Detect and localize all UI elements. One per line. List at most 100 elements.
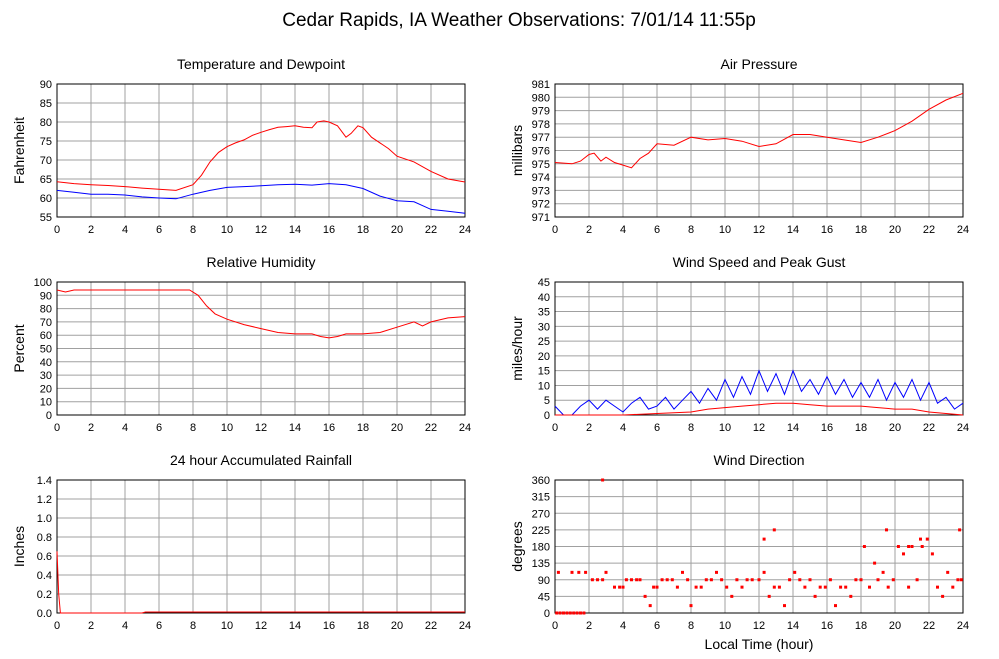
data-point: [828, 578, 832, 582]
x-tick-label: 0: [54, 422, 60, 434]
y-tick-label: 20: [538, 351, 550, 363]
x-tick-label: 18: [855, 422, 867, 434]
data-point: [862, 545, 866, 548]
x-tick-label: 2: [88, 620, 94, 632]
data-point: [885, 528, 888, 532]
y-tick-label: 80: [40, 304, 52, 316]
x-axis-label: Local Time (hour): [705, 636, 814, 652]
x-tick-label: 20: [391, 224, 403, 236]
y-tick-label: 0: [544, 608, 550, 620]
y-tick-label: 977: [532, 132, 550, 144]
y-tick-label: 0.6: [37, 551, 52, 563]
x-tick-label: 0: [552, 422, 558, 434]
data-point: [709, 578, 713, 582]
data-point: [936, 585, 939, 589]
x-tick-label: 8: [688, 224, 694, 236]
x-tick-label: 22: [425, 224, 437, 236]
data-point: [876, 578, 880, 582]
y-tick-label: 0.0: [37, 608, 52, 620]
plot-frame: [554, 479, 964, 614]
x-tick-label: 24: [459, 620, 471, 632]
x-tick-label: 24: [957, 620, 969, 632]
y-tick-label: 180: [532, 542, 550, 554]
y-tick-label: 50: [40, 344, 52, 356]
x-tick-label: 16: [323, 620, 335, 632]
data-point: [704, 578, 708, 582]
data-point: [907, 585, 911, 589]
data-point: [681, 570, 684, 574]
x-tick-label: 22: [923, 620, 935, 632]
data-point: [772, 585, 776, 589]
data-point: [902, 552, 905, 556]
x-tick-label: 20: [391, 422, 403, 434]
data-point: [699, 585, 703, 589]
data-point: [562, 611, 565, 615]
data-point: [652, 585, 656, 589]
y-tick-label: 1.0: [37, 513, 52, 525]
x-tick-label: 8: [190, 422, 196, 434]
data-point: [946, 570, 950, 574]
y-tick-label: 981: [532, 79, 550, 91]
data-point: [720, 578, 724, 582]
y-tick-label: 10: [538, 380, 550, 392]
y-axis-label: millibars: [509, 125, 525, 176]
x-tick-label: 18: [855, 620, 867, 632]
x-tick-label: 6: [654, 620, 660, 632]
data-point: [956, 578, 960, 582]
data-point: [555, 611, 559, 615]
data-point: [762, 570, 766, 574]
x-tick-label: 14: [787, 422, 799, 434]
x-tick-label: 6: [654, 224, 660, 236]
data-point: [823, 585, 827, 589]
chart-title: Relative Humidity: [207, 254, 316, 270]
y-axis-label: Inches: [11, 526, 27, 567]
x-tick-label: 14: [289, 620, 301, 632]
data-point: [735, 578, 739, 582]
data-point: [767, 594, 771, 598]
data-point: [788, 578, 792, 582]
y-tick-label: 90: [538, 575, 550, 587]
data-point: [813, 594, 817, 598]
data-point: [582, 611, 586, 615]
x-tick-label: 0: [552, 620, 558, 632]
x-tick-label: 6: [156, 620, 162, 632]
data-point: [757, 578, 761, 582]
series-line-1: [56, 183, 466, 214]
x-tick-label: 10: [221, 422, 233, 434]
x-tick-label: 10: [221, 224, 233, 236]
data-point: [750, 578, 754, 582]
x-tick-label: 22: [923, 422, 935, 434]
y-tick-label: 20: [40, 383, 52, 395]
x-tick-label: 0: [54, 620, 60, 632]
x-tick-label: 24: [957, 422, 969, 434]
y-tick-label: 70: [40, 155, 52, 167]
y-tick-label: 65: [40, 174, 52, 186]
y-tick-label: 135: [532, 558, 550, 570]
chart-title: Temperature and Dewpoint: [177, 56, 345, 72]
y-tick-label: 975: [532, 159, 550, 171]
y-tick-label: 1.4: [37, 475, 52, 487]
data-point: [689, 604, 693, 608]
y-tick-label: 360: [532, 475, 550, 487]
data-point: [558, 611, 562, 615]
x-tick-label: 24: [459, 224, 471, 236]
y-tick-label: 315: [532, 492, 550, 504]
x-tick-label: 24: [459, 422, 471, 434]
x-tick-label: 12: [753, 224, 765, 236]
data-point: [958, 528, 962, 532]
data-point: [725, 585, 729, 589]
chart-title: 24 hour Accumulated Rainfall: [170, 452, 352, 468]
series-line-0: [56, 289, 466, 339]
x-tick-label: 4: [122, 620, 128, 632]
y-tick-label: 1.2: [37, 494, 52, 506]
data-point: [613, 585, 616, 589]
data-point: [896, 545, 900, 548]
y-tick-label: 40: [538, 292, 550, 304]
x-tick-label: 24: [957, 224, 969, 236]
x-tick-label: 20: [889, 422, 901, 434]
